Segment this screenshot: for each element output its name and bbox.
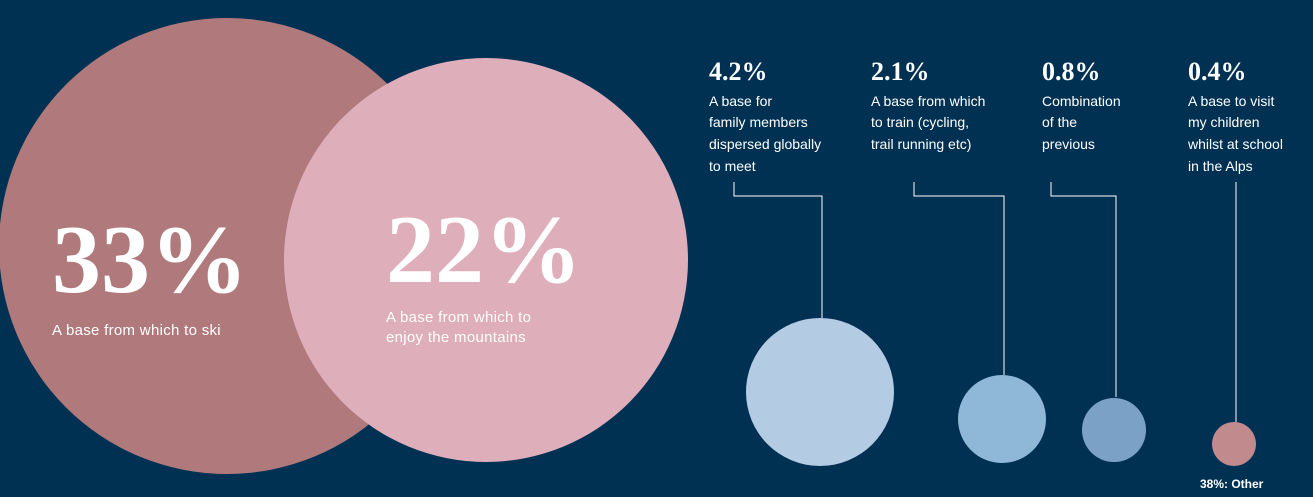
- label-mountains-line2: enjoy the mountains: [386, 329, 526, 346]
- connector-combination: [1050, 182, 1117, 397]
- label-train-line1: A base from which: [871, 93, 985, 109]
- percent-family: 4.2%: [709, 57, 768, 86]
- label-family-line2: family members: [709, 114, 808, 130]
- bubble-mountains: [284, 58, 688, 462]
- connector-family: [733, 182, 823, 318]
- label-combination-line2: of the: [1042, 114, 1077, 130]
- label-children-line4: in the Alps: [1188, 158, 1253, 174]
- minor-item-children: 0.4% A base to visit my children whilst …: [1187, 57, 1283, 466]
- label-train-line2: to train (cycling,: [871, 114, 969, 130]
- percent-mountains: 22%: [386, 196, 582, 304]
- percent-children: 0.4%: [1188, 57, 1247, 86]
- percent-combination: 0.8%: [1042, 57, 1101, 86]
- bubble-family: [746, 318, 894, 466]
- label-mountains-line1: A base from which to: [386, 309, 531, 326]
- label-family-line4: to meet: [709, 158, 756, 174]
- minor-item-combination: 0.8% Combination of the previous: [1042, 57, 1146, 462]
- minor-item-family: 4.2% A base for family members dispersed…: [709, 57, 894, 466]
- label-children-line2: my children: [1188, 114, 1260, 130]
- label-family-line1: A base for: [709, 93, 772, 109]
- label-combination-line1: Combination: [1042, 93, 1121, 109]
- connector-train: [913, 182, 1005, 375]
- minor-item-train: 2.1% A base from which to train (cycling…: [871, 57, 1046, 463]
- label-combination-line3: previous: [1042, 136, 1095, 152]
- label-children-line3: whilst at school: [1187, 136, 1283, 152]
- label-family-line3: dispersed globally: [709, 136, 821, 152]
- percent-train: 2.1%: [871, 57, 930, 86]
- label-train-line3: trail running etc): [871, 136, 971, 152]
- percent-ski: 33%: [52, 206, 248, 314]
- label-ski: A base from which to ski: [52, 322, 221, 339]
- bubble-train: [958, 375, 1046, 463]
- bubble-combination: [1082, 398, 1146, 462]
- bubble-children: [1212, 422, 1256, 466]
- label-children-line1: A base to visit: [1188, 93, 1274, 109]
- other-label: 38%: Other: [1200, 477, 1264, 491]
